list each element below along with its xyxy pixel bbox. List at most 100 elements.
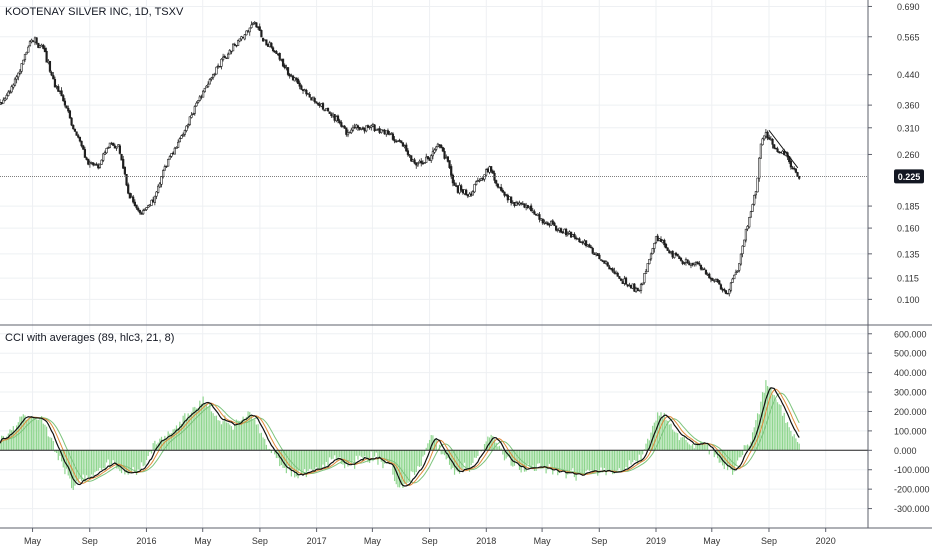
candle: [513, 202, 516, 208]
candle: [130, 193, 133, 199]
candle: [676, 253, 679, 257]
candle: [421, 160, 425, 165]
candle: [278, 52, 281, 62]
candle: [691, 262, 694, 267]
price-tick-label: 0.185: [897, 202, 920, 212]
candle: [641, 282, 644, 286]
candle: [215, 66, 218, 75]
candle: [301, 88, 305, 94]
candle: [140, 211, 143, 215]
candle: [55, 85, 58, 90]
candle: [338, 118, 341, 125]
candle: [773, 143, 776, 150]
candle: [20, 63, 23, 74]
candle: [107, 146, 110, 149]
candle: [488, 165, 491, 175]
candle: [65, 105, 68, 109]
candle: [594, 252, 598, 257]
candle: [425, 153, 428, 163]
candle: [222, 53, 225, 62]
candle: [43, 45, 47, 53]
candle: [696, 261, 699, 265]
time-tick-label: 2019: [646, 536, 666, 546]
candle: [3, 97, 7, 102]
candle: [694, 261, 698, 267]
candle: [268, 40, 271, 48]
candle: [227, 52, 230, 60]
trendline[interactable]: [768, 129, 799, 169]
candle: [583, 239, 586, 246]
candle: [435, 145, 438, 152]
candle: [673, 253, 676, 259]
candle: [726, 292, 729, 295]
candle: [123, 166, 126, 176]
candle: [764, 129, 767, 139]
price-tick-label: 0.260: [897, 150, 920, 160]
candle: [736, 270, 739, 273]
candle: [240, 35, 243, 42]
candle: [363, 127, 366, 134]
candle: [515, 200, 518, 206]
candle: [420, 158, 423, 167]
candle: [658, 237, 661, 242]
candle: [749, 210, 753, 218]
last-price-label: 0.225: [898, 172, 921, 182]
candle: [68, 109, 72, 119]
candle: [142, 208, 145, 215]
candle: [256, 26, 260, 30]
candle: [172, 151, 175, 155]
candle: [441, 146, 444, 153]
candle: [638, 289, 641, 292]
candle: [798, 175, 801, 180]
candle: [335, 115, 338, 123]
candle: [366, 124, 370, 128]
candle: [465, 188, 468, 196]
candle: [498, 186, 501, 189]
price-tick-label: 0.100: [897, 295, 920, 305]
candle: [508, 196, 511, 200]
candle: [291, 74, 295, 81]
candle: [616, 271, 619, 277]
candle: [401, 142, 405, 147]
candle: [203, 87, 206, 93]
candle: [550, 220, 553, 226]
candle: [545, 220, 548, 225]
candle: [155, 191, 158, 200]
candle: [674, 251, 678, 256]
candle: [598, 253, 601, 260]
candle: [157, 184, 160, 194]
candle: [175, 146, 178, 149]
candle: [223, 54, 226, 59]
candle: [346, 129, 350, 138]
candle: [681, 259, 684, 266]
candle: [10, 84, 13, 94]
candle: [653, 242, 656, 253]
candle: [57, 84, 60, 92]
candle: [794, 168, 797, 174]
candle: [188, 116, 191, 126]
candle: [731, 277, 734, 283]
candle: [566, 231, 569, 237]
candle: [92, 162, 95, 167]
candle: [288, 72, 291, 79]
candle: [525, 202, 528, 211]
candle: [460, 183, 463, 192]
candle: [531, 208, 534, 214]
candle: [613, 267, 616, 275]
candle: [255, 22, 258, 28]
candle: [356, 124, 360, 132]
candle: [315, 101, 318, 104]
candle: [243, 33, 246, 41]
candle: [22, 59, 25, 65]
candle: [303, 88, 306, 92]
candle: [741, 245, 744, 258]
candle: [70, 117, 73, 127]
candle: [456, 185, 459, 194]
candle: [628, 282, 631, 287]
candle: [137, 206, 140, 212]
candle: [210, 76, 213, 82]
chart-title: KOOTENAY SILVER INC, 1D, TSXV: [5, 6, 184, 18]
candlestick-series: [0, 20, 801, 297]
candle: [405, 142, 408, 152]
